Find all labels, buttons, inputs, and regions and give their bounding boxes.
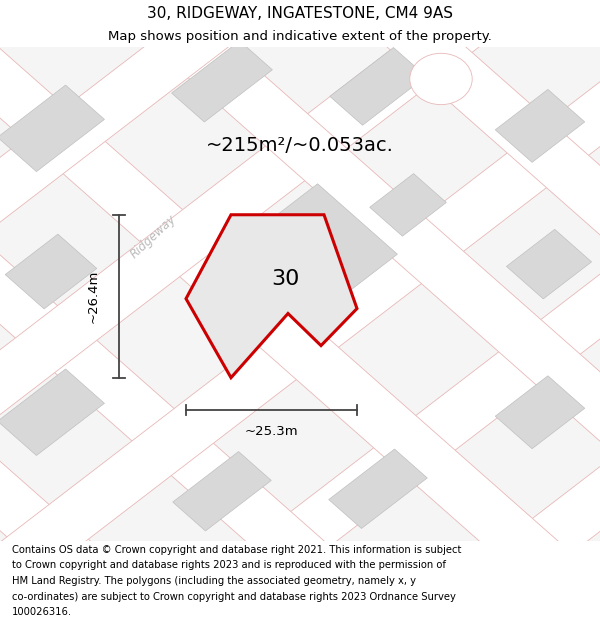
Polygon shape (239, 184, 397, 315)
Polygon shape (0, 0, 316, 244)
Polygon shape (0, 0, 199, 142)
Circle shape (410, 53, 472, 104)
Polygon shape (229, 294, 600, 625)
Polygon shape (485, 0, 600, 211)
Polygon shape (495, 376, 585, 449)
Text: Contains OS data © Crown copyright and database right 2021. This information is : Contains OS data © Crown copyright and d… (12, 545, 461, 555)
Polygon shape (110, 0, 600, 499)
Text: co-ordinates) are subject to Crown copyright and database rights 2023 Ordnance S: co-ordinates) are subject to Crown copyr… (12, 592, 456, 602)
Polygon shape (0, 0, 549, 451)
Polygon shape (0, 0, 433, 348)
Polygon shape (173, 451, 271, 531)
Text: to Crown copyright and database rights 2023 and is reproduced with the permissio: to Crown copyright and database rights 2… (12, 561, 446, 571)
Polygon shape (495, 89, 585, 162)
Polygon shape (0, 0, 82, 39)
Polygon shape (0, 0, 600, 594)
Polygon shape (0, 43, 550, 625)
Text: Map shows position and indicative extent of the property.: Map shows position and indicative extent… (108, 30, 492, 43)
Polygon shape (0, 0, 600, 553)
Polygon shape (0, 139, 424, 625)
Text: ~25.3m: ~25.3m (245, 424, 298, 438)
Text: Ridgeway: Ridgeway (128, 213, 178, 261)
Polygon shape (5, 234, 97, 309)
Text: 100026316.: 100026316. (12, 608, 72, 618)
Polygon shape (235, 0, 600, 402)
Polygon shape (112, 191, 600, 625)
Polygon shape (329, 449, 427, 529)
Text: 30: 30 (271, 269, 299, 289)
Text: ~215m²/~0.053ac.: ~215m²/~0.053ac. (206, 136, 394, 155)
Polygon shape (0, 236, 299, 625)
Polygon shape (0, 369, 104, 456)
Polygon shape (330, 48, 426, 125)
Polygon shape (0, 331, 175, 625)
Text: HM Land Registry. The polygons (including the associated geometry, namely x, y: HM Land Registry. The polygons (includin… (12, 576, 416, 586)
Polygon shape (360, 0, 600, 307)
Text: ~26.4m: ~26.4m (87, 269, 100, 323)
Polygon shape (346, 397, 600, 625)
Text: 30, RIDGEWAY, INGATESTONE, CM4 9AS: 30, RIDGEWAY, INGATESTONE, CM4 9AS (147, 6, 453, 21)
Polygon shape (506, 229, 592, 299)
Polygon shape (0, 88, 600, 625)
Polygon shape (370, 174, 446, 236)
Polygon shape (0, 85, 104, 172)
Polygon shape (186, 215, 357, 378)
Polygon shape (172, 41, 272, 122)
